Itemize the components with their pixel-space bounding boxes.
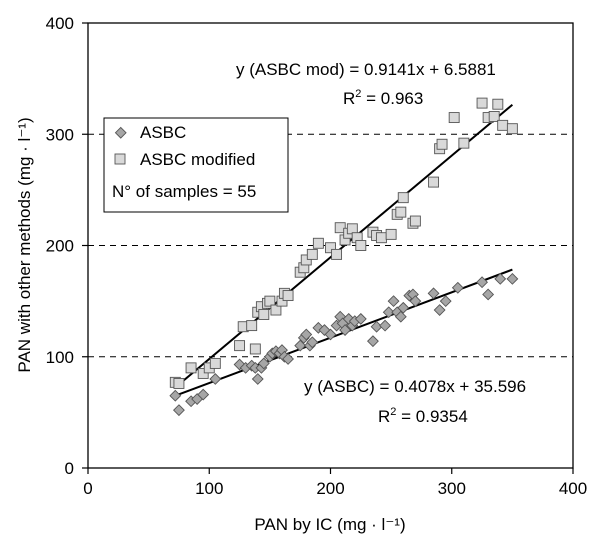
legend-label-asbc: ASBC (140, 123, 186, 142)
point-asbc-modified (300, 254, 312, 266)
point-asbc-modified (264, 295, 276, 307)
point-asbc-modified (282, 290, 294, 302)
point-asbc (169, 389, 182, 402)
point-asbc (209, 373, 222, 385)
y-tick-label: 100 (46, 348, 74, 367)
point-asbc (397, 301, 410, 314)
point-asbc (506, 272, 519, 285)
fit-equation-asbc-mod: y (ASBC mod) = 0.9141x + 6.5881 (236, 60, 496, 79)
fit-r2-value-asbc: = 0.9354 (396, 407, 467, 426)
point-asbc-modified (385, 228, 397, 240)
point-asbc-modified (458, 137, 470, 149)
point-asbc (282, 353, 294, 365)
point-asbc-modified (436, 138, 448, 150)
point-asbc (494, 272, 507, 285)
point-asbc (367, 335, 379, 348)
point-asbc-modified (488, 110, 500, 122)
point-asbc-modified (492, 98, 504, 110)
x-axis-title: PAN by IC (mg · l⁻¹) (254, 515, 405, 534)
point-asbc-modified (306, 248, 318, 260)
x-tick-label: 0 (83, 479, 92, 498)
point-asbc (382, 306, 395, 319)
point-asbc-modified (506, 123, 518, 135)
point-asbc-modified (331, 248, 343, 260)
point-asbc-modified (258, 309, 270, 320)
point-asbc (257, 357, 270, 370)
point-asbc-modified (209, 357, 221, 369)
point-asbc (173, 404, 185, 417)
data-points (169, 97, 519, 417)
fit-equation-asbc: y (ASBC) = 0.4078x + 35.596 (304, 377, 526, 396)
point-asbc-modified (428, 176, 440, 188)
point-asbc-modified (312, 237, 324, 249)
point-asbc (482, 288, 495, 301)
point-asbc-modified (355, 240, 367, 251)
fit-r2-asbc: R2 = 0.9354 (378, 406, 468, 426)
point-asbc (433, 304, 446, 316)
y-tick-label: 300 (46, 125, 74, 144)
point-asbc (394, 310, 407, 323)
legend-box (103, 117, 289, 213)
fit-r2-label-asbc-mod: R (343, 89, 355, 108)
x-tick-label: 200 (316, 479, 344, 498)
x-tick-label: 100 (195, 479, 223, 498)
legend: ASBC ASBC modified N° of samples = 55 (103, 117, 289, 213)
point-asbc-modified (197, 367, 209, 379)
point-asbc-modified (448, 112, 460, 124)
point-asbc (451, 281, 464, 294)
point-asbc (197, 388, 210, 401)
point-asbc-modified (476, 97, 488, 109)
point-asbc (427, 287, 440, 300)
point-asbc (476, 276, 488, 289)
point-asbc (300, 328, 313, 341)
point-asbc (339, 324, 351, 336)
point-asbc-modified (397, 192, 409, 204)
point-asbc-modified (185, 362, 197, 374)
axis-ticks: 0 100 200 300 400 0 100 200 300 400 (46, 14, 588, 498)
fit-r2-value-asbc-mod: = 0.963 (361, 89, 423, 108)
y-tick-label: 0 (65, 459, 74, 478)
legend-sample-count: N° of samples = 55 (112, 182, 256, 201)
point-asbc (294, 339, 307, 352)
point-asbc (324, 328, 337, 341)
point-asbc (409, 295, 422, 308)
fit-r2-sup-asbc-mod: 2 (355, 88, 361, 100)
legend-marker-asbc (114, 126, 127, 139)
point-asbc (387, 295, 400, 308)
point-asbc (251, 373, 264, 385)
fit-line-asbc-mod (174, 103, 514, 389)
point-asbc-modified (395, 206, 407, 218)
point-asbc (379, 319, 391, 332)
point-asbc-modified (249, 343, 261, 355)
point-asbc-modified (409, 215, 421, 227)
point-asbc (306, 336, 319, 349)
y-axis-title: PAN with other methods (mg · l⁻¹) (15, 117, 34, 372)
point-asbc (354, 312, 367, 325)
point-asbc-modified (325, 242, 336, 254)
fit-r2-asbc-mod: R2 = 0.963 (343, 88, 423, 108)
point-asbc-modified (375, 232, 387, 244)
x-tick-label: 400 (559, 479, 587, 498)
point-asbc (318, 324, 331, 336)
point-asbc-modified (234, 340, 246, 352)
y-tick-label: 200 (46, 237, 74, 256)
point-asbc-modified (173, 378, 185, 389)
legend-label-asbc-modified: ASBC modified (140, 150, 255, 169)
fit-r2-sup-asbc: 2 (390, 406, 396, 418)
point-asbc-modified (497, 119, 509, 131)
x-tick-label: 300 (438, 479, 466, 498)
point-asbc-modified (246, 320, 258, 332)
y-tick-label: 400 (46, 14, 74, 33)
point-asbc (439, 295, 452, 308)
legend-marker-asbc-modified (114, 153, 126, 165)
fit-r2-label-asbc: R (378, 407, 390, 426)
point-asbc-modified (334, 222, 346, 234)
point-asbc-modified (270, 304, 282, 316)
